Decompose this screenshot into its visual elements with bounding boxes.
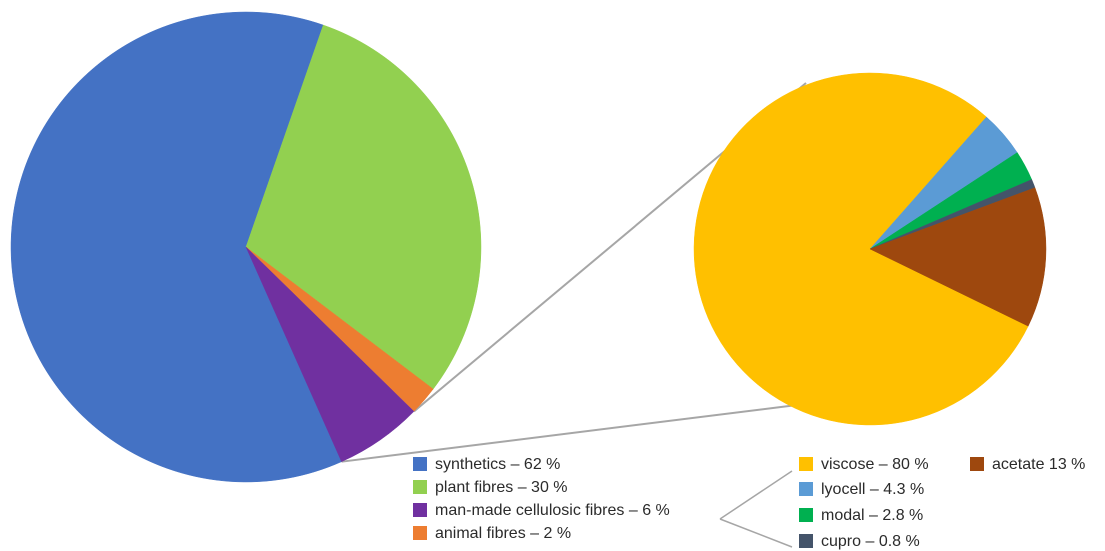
main-pie bbox=[10, 11, 482, 483]
main-pie-legend-item-man-made-cellulosic-fibres: man-made cellulosic fibres – 6 % bbox=[413, 502, 670, 519]
main-pie-legend-swatch-animal-fibres bbox=[413, 526, 427, 540]
main-pie-legend-swatch-synthetics bbox=[413, 457, 427, 471]
sub-pie-legend-item-cupro: cupro – 0.8 % bbox=[799, 533, 920, 550]
sub-pie-legend-label-modal: modal – 2.8 % bbox=[821, 507, 923, 524]
main-pie-slice-man-made-cellulosic-fibres bbox=[245, 246, 415, 463]
sub-pie bbox=[693, 72, 1047, 426]
main-pie-legend-swatch-man-made-cellulosic-fibres bbox=[413, 503, 427, 517]
sub-pie-legend-item-acetate: acetate 13 % bbox=[970, 456, 1085, 473]
main-pie-legend-swatch-plant-fibres bbox=[413, 480, 427, 494]
sub-pie-legend-swatch-cupro bbox=[799, 534, 813, 548]
main-pie-legend-label-animal-fibres: animal fibres – 2 % bbox=[435, 525, 571, 542]
sub-pie-legend-label-cupro: cupro – 0.8 % bbox=[821, 533, 920, 550]
main-pie-legend-label-man-made-cellulosic-fibres: man-made cellulosic fibres – 6 % bbox=[435, 502, 670, 519]
sub-pie-slice-acetate bbox=[869, 187, 1047, 327]
main-pie-slice-plant-fibres bbox=[245, 24, 482, 390]
sub-pie-legend-item-modal: modal – 2.8 % bbox=[799, 507, 923, 524]
sub-pie-legend-swatch-lyocell bbox=[799, 482, 813, 496]
sub-pie-legend-label-viscose: viscose – 80 % bbox=[821, 456, 929, 473]
sub-pie-legend-swatch-viscose bbox=[799, 457, 813, 471]
main-pie-legend-item-plant-fibres: plant fibres – 30 % bbox=[413, 479, 568, 496]
main-pie-slice-synthetics bbox=[10, 11, 342, 483]
main-pie-legend-label-synthetics: synthetics – 62 % bbox=[435, 456, 560, 473]
sub-pie-legend: viscose – 80 % lyocell – 4.3 % modal – 2.8… bbox=[799, 456, 1085, 550]
connector-line-bottom bbox=[341, 404, 798, 463]
main-pie-legend: synthetics – 62 % plant fibres – 30 % man-… bbox=[413, 456, 793, 548]
main-pie-legend-item-synthetics: synthetics – 62 % bbox=[413, 456, 560, 473]
sub-pie-legend-label-lyocell: lyocell – 4.3 % bbox=[821, 481, 924, 498]
sub-pie-legend-item-lyocell: lyocell – 4.3 % bbox=[799, 481, 924, 498]
main-pie-legend-label-plant-fibres: plant fibres – 30 % bbox=[435, 479, 568, 496]
sub-pie-legend-swatch-acetate bbox=[970, 457, 984, 471]
main-pie-legend-item-animal-fibres: animal fibres – 2 % bbox=[413, 525, 571, 542]
sub-pie-legend-label-acetate: acetate 13 % bbox=[992, 456, 1085, 473]
sub-pie-legend-item-viscose: viscose – 80 % bbox=[799, 456, 929, 473]
sub-pie-legend-swatch-modal bbox=[799, 508, 813, 522]
sub-pie-slice-viscose bbox=[693, 72, 1029, 426]
legend-bracket-lines bbox=[719, 470, 793, 548]
